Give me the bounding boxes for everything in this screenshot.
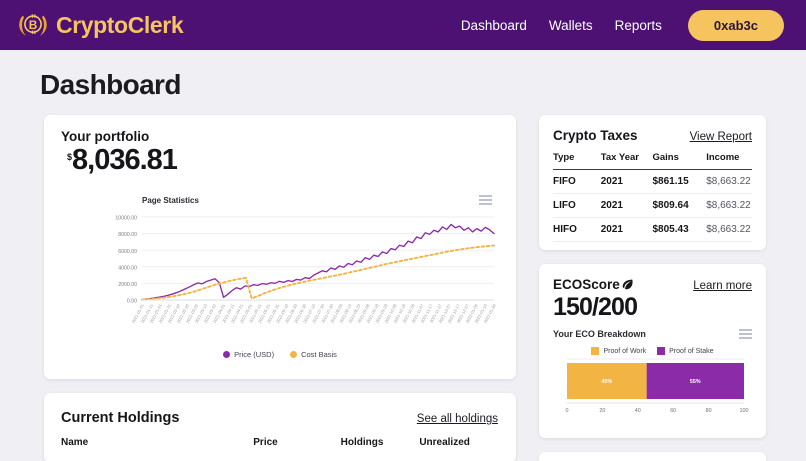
eco-chart-legend: Proof of Work Proof of Stake (553, 347, 752, 355)
brand-name: CryptoClerk (56, 11, 184, 38)
holdings-column-headers: Name Price Holdings Unrealized (44, 426, 516, 461)
tax-cell-income: $8,663.22 (706, 193, 752, 218)
eco-breakdown-header: Your ECO Breakdown (553, 329, 752, 339)
ecoscore-card: ECOScore Learn more 150/200 Your ECO Bre… (539, 264, 766, 438)
svg-text:10000.00: 10000.00 (115, 216, 137, 222)
brand[interactable]: B CryptoClerk (16, 8, 184, 42)
ecoscore-title-group: ECOScore (553, 277, 634, 292)
legend-label-cost-basis: Cost Basis (301, 350, 337, 360)
svg-text:2000.00: 2000.00 (118, 282, 137, 288)
legend-label-proof-of-stake: Proof of Stake (669, 347, 714, 355)
see-all-holdings-link[interactable]: See all holdings (416, 413, 498, 426)
learn-more-link[interactable]: Learn more (693, 280, 752, 292)
legend-item-cost-basis: Cost Basis (290, 350, 337, 359)
leaf-icon (622, 279, 633, 290)
right-column: Crypto Taxes View Report Type Tax Year G… (539, 115, 766, 461)
portfolio-value: $ 8,036.81 (44, 144, 516, 176)
legend-swatch-price (223, 351, 231, 359)
nav-item-reports[interactable]: Reports (614, 17, 662, 33)
current-holdings-card: Current Holdings See all holdings Name P… (44, 393, 516, 461)
ecoscore-header: ECOScore Learn more (553, 277, 752, 292)
svg-text:40: 40 (635, 408, 641, 414)
crypto-taxes-header: Crypto Taxes View Report (553, 128, 752, 143)
tax-col-gains: Gains (652, 152, 707, 170)
table-header-row: Type Tax Year Gains Income (553, 152, 752, 170)
svg-text:20: 20 (599, 408, 605, 414)
main-nav: Dashboard Wallets Reports 0xab3c (460, 9, 784, 41)
bitcoin-laurel-logo-icon: B (19, 14, 47, 37)
legend-item-price: Price (USD) (223, 350, 274, 359)
tax-cell-tax-year: 2021 (600, 217, 653, 242)
eco-breakdown-bar-chart: 45% 55% 0 20 40 60 80 100 (566, 358, 749, 414)
price-chart-title: Page Statistics (142, 195, 199, 205)
holdings-col-name: Name (61, 437, 89, 449)
eco-breakdown-title: Your ECO Breakdown (553, 329, 646, 339)
tax-cell-tax-year: 2021 (600, 193, 653, 218)
crypto-taxes-body: FIFO 2021 $861.15 $8,663.22 LIFO 2021 $809.64 $… (553, 169, 752, 242)
left-column: Your portfolio $ 8,036.81 Page Statistic… (44, 115, 516, 461)
price-chart-header: Page Statistics (58, 195, 502, 206)
svg-text:6000.00: 6000.00 (118, 249, 137, 255)
legend-item-proof-of-work: Proof of Work (591, 347, 646, 355)
legend-label-price: Price (USD) (234, 350, 275, 360)
price-line-chart: 0.00 2000.00 4000.00 6000.00 8000.00 10000.00… (115, 216, 497, 324)
tax-col-tax-year: Tax Year (600, 152, 653, 170)
table-row[interactable]: HIFO 2021 $805.43 $8,663.22 (553, 217, 752, 242)
svg-text:0: 0 (566, 408, 569, 414)
holdings-breakdown-card: Holdings Breakdown (539, 452, 766, 461)
tax-cell-type: HIFO (553, 217, 601, 242)
dashboard-grid: Your portfolio $ 8,036.81 Page Statistic… (0, 101, 806, 461)
legend-label-proof-of-work: Proof of Work (603, 347, 647, 355)
svg-text:55%: 55% (690, 379, 701, 385)
crypto-taxes-title: Crypto Taxes (553, 128, 638, 143)
tax-cell-gains: $805.43 (652, 217, 707, 242)
crypto-taxes-table: Type Tax Year Gains Income FIFO 2021 $861.… (553, 152, 752, 242)
svg-text:8000.00: 8000.00 (118, 233, 137, 239)
tax-cell-income: $8,663.22 (706, 169, 752, 194)
holdings-col-price: Price (253, 437, 278, 449)
portfolio-amount: 8,036.81 (72, 144, 178, 176)
tax-col-type: Type (553, 152, 601, 170)
tax-cell-type: FIFO (553, 169, 601, 194)
crypto-taxes-card: Crypto Taxes View Report Type Tax Year G… (539, 115, 766, 250)
svg-text:0.00: 0.00 (127, 299, 137, 305)
current-holdings-title: Current Holdings (61, 410, 180, 427)
current-holdings-header: Current Holdings See all holdings (44, 393, 516, 426)
legend-swatch-proof-of-work (591, 347, 600, 355)
table-row[interactable]: FIFO 2021 $861.15 $8,663.22 (553, 169, 752, 194)
holdings-col-holdings: Holdings (340, 437, 384, 449)
tax-cell-income: $8,663.22 (706, 217, 752, 242)
tax-cell-type: LIFO (553, 193, 601, 218)
price-chart-legend: Price (USD) Cost Basis (58, 350, 502, 369)
svg-text:80: 80 (706, 408, 712, 414)
legend-swatch-proof-of-stake (657, 347, 666, 355)
price-chart-container: Page Statistics 0.00 2000.00 4000.00 6000.0… (44, 195, 516, 369)
portfolio-card: Your portfolio $ 8,036.81 Page Statistic… (44, 115, 516, 380)
svg-text:4000.00: 4000.00 (118, 266, 137, 272)
tax-cell-tax-year: 2021 (600, 169, 653, 194)
ecoscore-value: 150/200 (553, 293, 638, 321)
tax-cell-gains: $809.64 (652, 193, 707, 218)
nav-item-dashboard[interactable]: Dashboard (460, 17, 527, 33)
svg-text:100: 100 (740, 408, 749, 414)
eco-chart-menu-icon[interactable] (739, 329, 752, 339)
chart-menu-icon[interactable] (479, 195, 492, 206)
svg-text:B: B (29, 18, 38, 32)
view-report-link[interactable]: View Report (689, 131, 752, 143)
portfolio-label: Your portfolio (61, 129, 150, 144)
legend-swatch-cost-basis (290, 351, 298, 359)
nav-item-wallets[interactable]: Wallets (548, 17, 593, 33)
currency-symbol: $ (67, 152, 73, 162)
svg-text:60: 60 (670, 408, 676, 414)
page-title: Dashboard (40, 69, 181, 100)
tax-cell-gains: $861.15 (652, 169, 707, 194)
app-header: B CryptoClerk Dashboard Wallets Reports … (0, 0, 806, 50)
table-row[interactable]: LIFO 2021 $809.64 $8,663.22 (553, 193, 752, 218)
holdings-col-unrealized: Unrealized (419, 437, 470, 449)
legend-item-proof-of-stake: Proof of Stake (657, 347, 714, 355)
ecoscore-title: ECOScore (553, 277, 620, 292)
svg-text:45%: 45% (601, 379, 612, 385)
wallet-address-button[interactable]: 0xab3c (687, 9, 784, 41)
tax-col-income: Income (706, 152, 752, 170)
